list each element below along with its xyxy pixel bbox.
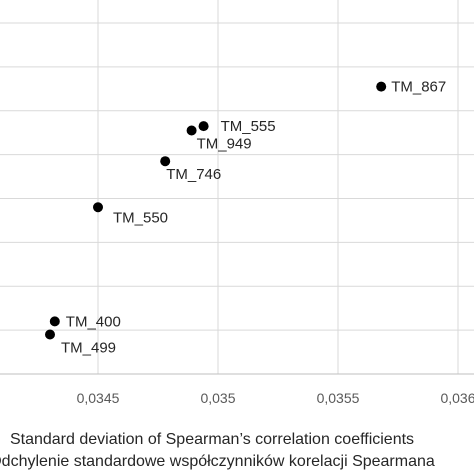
data-point	[198, 121, 209, 132]
data-point	[376, 81, 387, 92]
data-point-label: TM_949	[197, 135, 252, 152]
data-point-label: TM_867	[391, 79, 446, 96]
x-tick-label: 0,0355	[317, 390, 360, 406]
data-point	[160, 156, 171, 167]
data-point-label: TM_555	[221, 118, 276, 135]
x-axis-title: Standard deviation of Spearman’s correla…	[10, 431, 414, 448]
data-point	[186, 125, 197, 136]
data-point	[93, 202, 103, 213]
data-point-label: TM_550	[113, 209, 168, 226]
x-tick-label: 0,0345	[77, 390, 120, 406]
grid-lines	[0, 0, 474, 374]
data-point	[45, 329, 55, 340]
data-point-label: TM_499	[61, 340, 116, 357]
data-point-label: TM_746	[166, 166, 221, 183]
data-point	[49, 316, 60, 327]
x-tick-label: 0,035	[200, 390, 235, 406]
x-axis-title-secondary: Odchylenie standardowe współczynników ko…	[0, 453, 435, 470]
x-tick-label: 0,036	[440, 390, 474, 406]
x-tick-labels: 0,0345 0,035 0,0355 0,036	[77, 390, 474, 406]
data-point-label: TM_400	[66, 313, 121, 330]
